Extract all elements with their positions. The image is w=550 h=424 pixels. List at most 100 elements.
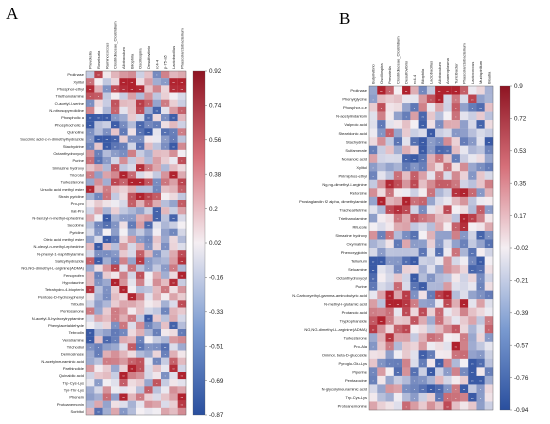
heatmap-cell: [476, 196, 485, 206]
heatmap-cell: [426, 196, 436, 206]
heatmap-cell: [119, 92, 128, 100]
significance-mark: **: [181, 88, 184, 92]
significance-mark: **: [181, 403, 184, 407]
colorbar-tick-label: -0.02: [514, 245, 529, 252]
heatmap-cell: [426, 162, 436, 172]
heatmap-cell: [102, 343, 112, 351]
heatmap-cell: [402, 196, 411, 206]
heatmap-cell: [119, 164, 128, 172]
heatmap-cell: [435, 384, 444, 394]
heatmap-cell: [94, 379, 103, 387]
significance-mark: *: [422, 363, 424, 367]
column-label: Bilophila: [129, 53, 134, 69]
heatmap-cell: [459, 162, 469, 172]
significance-mark: **: [89, 188, 92, 192]
significance-mark: *: [98, 274, 100, 278]
column-label: Oscillospira: [138, 48, 143, 69]
significance-mark: **: [106, 117, 109, 121]
heatmap-cell: [102, 264, 112, 272]
heatmap-cell: [94, 300, 103, 308]
heatmap-cell: [102, 185, 112, 193]
heatmap-cell: [451, 316, 461, 325]
heatmap-cell: [111, 300, 120, 308]
heatmap-cell: [111, 214, 120, 222]
heatmap-cell: [377, 248, 386, 257]
heatmap-cell: [169, 329, 178, 337]
significance-mark: *: [131, 203, 133, 207]
heatmap-cell: [418, 230, 428, 240]
heatmap-cell: [102, 286, 112, 294]
heatmap-cell: [459, 324, 469, 334]
significance-mark: *: [389, 90, 391, 94]
heatmap-cell: [369, 230, 378, 240]
heatmap-cell: [476, 86, 485, 95]
heatmap-cell: [393, 196, 403, 206]
heatmap-cell: [385, 265, 394, 274]
heatmap-cell: [152, 329, 162, 337]
significance-mark: *: [455, 98, 457, 102]
heatmap-cell: [459, 350, 469, 359]
heatmap-cell: [161, 250, 170, 258]
heatmap-cell: [169, 114, 178, 122]
significance-mark: *: [480, 294, 482, 298]
heatmap-cell: [127, 343, 137, 351]
significance-mark: *: [463, 354, 465, 358]
heatmap-cell: [169, 71, 178, 79]
heatmap-cell: [102, 78, 112, 86]
row-label: NG,NG-dimethyl-L-arginine(ADMA): [21, 266, 84, 271]
significance-mark: *: [480, 354, 482, 358]
significance-mark: **: [479, 124, 482, 128]
significance-mark: **: [172, 282, 175, 286]
heatmap-cell: [393, 256, 403, 266]
heatmap-cell: [169, 278, 178, 287]
heatmap-cell: [152, 257, 162, 265]
significance-mark: *: [165, 102, 167, 106]
heatmap-cell: [144, 400, 153, 408]
heatmap-cell: [86, 393, 95, 401]
heatmap-cell: [402, 213, 411, 223]
heatmap-cell: [111, 350, 120, 358]
row-label: Stachydrine: [63, 144, 85, 149]
heatmap-cell: [468, 299, 477, 308]
heatmap-cell: [111, 228, 120, 236]
significance-mark: *: [123, 382, 125, 386]
heatmap-cell: [102, 314, 112, 322]
significance-mark: *: [115, 253, 117, 257]
heatmap-cell: [119, 379, 128, 387]
significance-mark: *: [90, 145, 92, 149]
heatmap-cell: [144, 286, 153, 294]
heatmap-cell: [435, 248, 444, 257]
heatmap-cell: [410, 171, 419, 180]
column-label: Allobaculum: [121, 47, 126, 69]
heatmap-cell: [385, 128, 394, 138]
heatmap-cell: [169, 300, 178, 308]
significance-mark: **: [479, 260, 482, 264]
heatmap-cell: [119, 221, 128, 229]
significance-mark: **: [89, 88, 92, 92]
heatmap-cell: [152, 243, 162, 251]
heatmap-cell: [111, 157, 120, 165]
heatmap-cell: [418, 145, 428, 155]
heatmap-cell: [119, 99, 128, 107]
significance-mark: **: [181, 260, 184, 264]
heatmap-cell: [468, 94, 477, 104]
significance-mark: **: [413, 277, 416, 281]
heatmap-cell: [177, 192, 187, 201]
heatmap-cell: [451, 154, 461, 163]
row-label: Pentosanone: [60, 309, 84, 314]
row-label: N-oleoyl-n-methyl-ephedrine: [34, 244, 85, 249]
significance-mark: *: [439, 141, 441, 145]
significance-mark: *: [90, 138, 92, 142]
heatmap-cell: [451, 196, 461, 206]
heatmap-cell: [169, 200, 178, 208]
significance-mark: *: [115, 224, 117, 228]
heatmap-cell: [94, 278, 103, 287]
heatmap-cell: [169, 214, 178, 222]
heatmap-cell: [169, 293, 178, 301]
heatmap-cell: [152, 178, 162, 186]
heatmap-cell: [410, 358, 419, 368]
heatmap-cell: [102, 250, 112, 258]
heatmap-cell: [119, 257, 128, 265]
heatmap-cell: [119, 235, 128, 244]
significance-mark: *: [373, 346, 375, 350]
